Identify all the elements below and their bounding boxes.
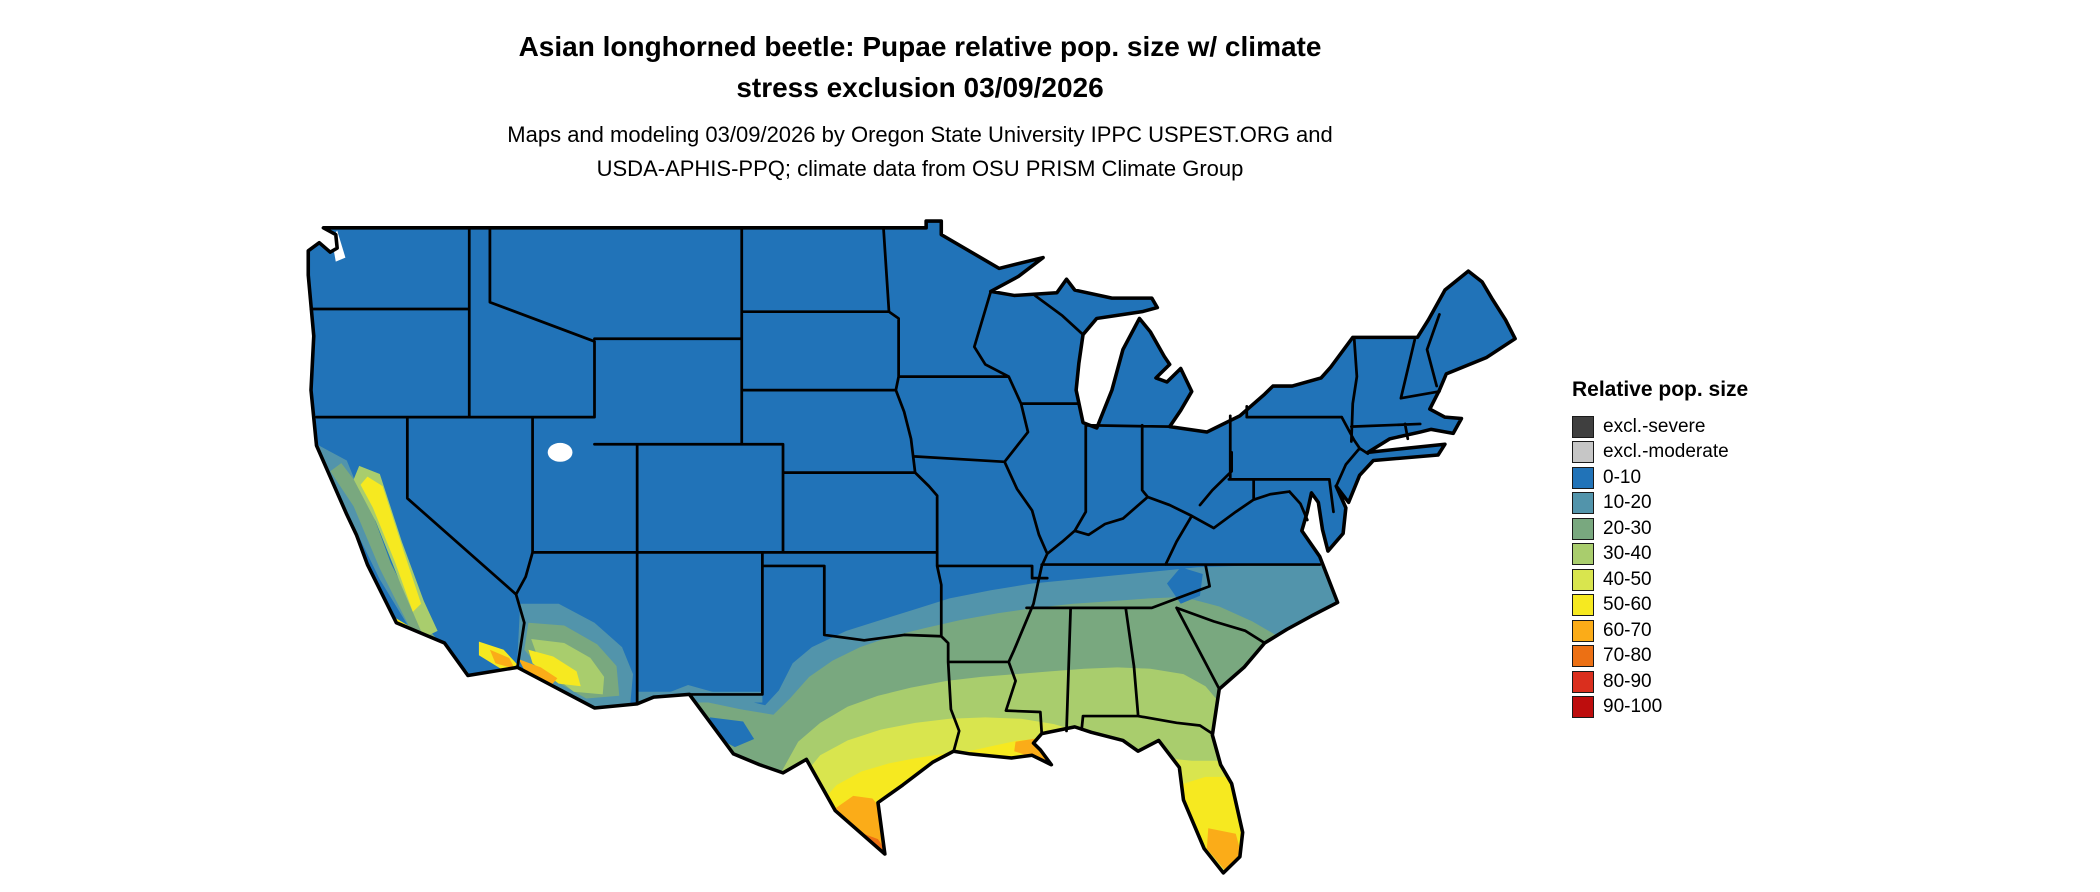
legend-label: excl.-moderate xyxy=(1603,441,1729,463)
legend-item: 20-30 xyxy=(1572,516,1748,542)
legend-item: 60-70 xyxy=(1572,618,1748,644)
legend-swatch-20-30 xyxy=(1572,517,1594,540)
legend-label: 30-40 xyxy=(1603,543,1652,565)
map-region-davis-mountains-blue xyxy=(704,717,755,748)
legend-swatch-30-40 xyxy=(1572,543,1594,566)
map-title-line-2: stress exclusion 03/09/2026 xyxy=(736,72,1104,103)
map-title: Asian longhorned beetle: Pupae relative … xyxy=(0,26,1840,108)
legend-title: Relative pop. size xyxy=(1572,378,1749,401)
legend-swatch-excl-severe xyxy=(1572,415,1594,438)
legend-label: 20-30 xyxy=(1603,517,1652,539)
legend-item: excl.-moderate xyxy=(1572,440,1748,466)
header: Asian longhorned beetle: Pupae relative … xyxy=(0,26,1840,186)
map-region-south-florida-orange xyxy=(1206,828,1242,871)
map-region-arizona-yellow-core xyxy=(528,649,581,687)
map-title-line-1: Asian longhorned beetle: Pupae relative … xyxy=(518,31,1322,62)
legend-item: 40-50 xyxy=(1572,567,1748,593)
legend-item: excl.-severe xyxy=(1572,414,1748,440)
map-subtitle-line-1: Maps and modeling 03/09/2026 by Oregon S… xyxy=(507,122,1333,147)
map-region-yuma-phoenix-orange xyxy=(518,659,558,687)
legend-swatch-excl-moderate xyxy=(1572,441,1594,464)
legend-item: 80-90 xyxy=(1572,669,1748,695)
map-region-central-valley-yellow xyxy=(360,476,422,612)
legend-item: 90-100 xyxy=(1572,695,1748,721)
legend-item: 30-40 xyxy=(1572,542,1748,568)
great-salt-lake xyxy=(547,442,573,462)
legend-item: 50-60 xyxy=(1572,593,1748,619)
legend-item: 10-20 xyxy=(1572,491,1748,517)
legend-swatch-90-100 xyxy=(1572,696,1594,719)
map-region-imperial-valley-orange xyxy=(489,649,515,669)
map-subtitle: Maps and modeling 03/09/2026 by Oregon S… xyxy=(0,118,1840,186)
legend-label: 0-10 xyxy=(1603,466,1642,488)
legend-label: 90-100 xyxy=(1603,696,1663,718)
legend-label: 10-20 xyxy=(1603,492,1652,514)
legend-swatch-70-80 xyxy=(1572,645,1594,668)
us-map xyxy=(300,217,1522,877)
legend-swatch-10-20 xyxy=(1572,492,1594,515)
legend-label: 40-50 xyxy=(1603,568,1652,590)
map-region-california-coast-green xyxy=(330,463,446,660)
legend-item: 70-80 xyxy=(1572,644,1748,670)
legend-item: 0-10 xyxy=(1572,465,1748,491)
legend-label: 50-60 xyxy=(1603,594,1652,616)
legend-label: 70-80 xyxy=(1603,645,1652,667)
legend-label: 80-90 xyxy=(1603,670,1652,692)
legend-swatch-50-60 xyxy=(1572,594,1594,617)
us-map-svg xyxy=(306,219,1517,875)
legend-label: excl.-severe xyxy=(1603,415,1706,437)
legend-swatch-40-50 xyxy=(1572,568,1594,591)
legend: Relative pop. size excl.-severe excl.-mo… xyxy=(1572,378,1748,720)
map-region-appalachian-blue-tongue xyxy=(1166,567,1203,604)
state-borders xyxy=(309,226,1441,753)
legend-swatch-80-90 xyxy=(1572,670,1594,693)
legend-swatch-0-10 xyxy=(1572,466,1594,489)
map-subtitle-line-2: USDA-APHIS-PPQ; climate data from OSU PR… xyxy=(596,156,1244,181)
legend-label: 60-70 xyxy=(1603,619,1652,641)
legend-swatch-60-70 xyxy=(1572,619,1594,642)
